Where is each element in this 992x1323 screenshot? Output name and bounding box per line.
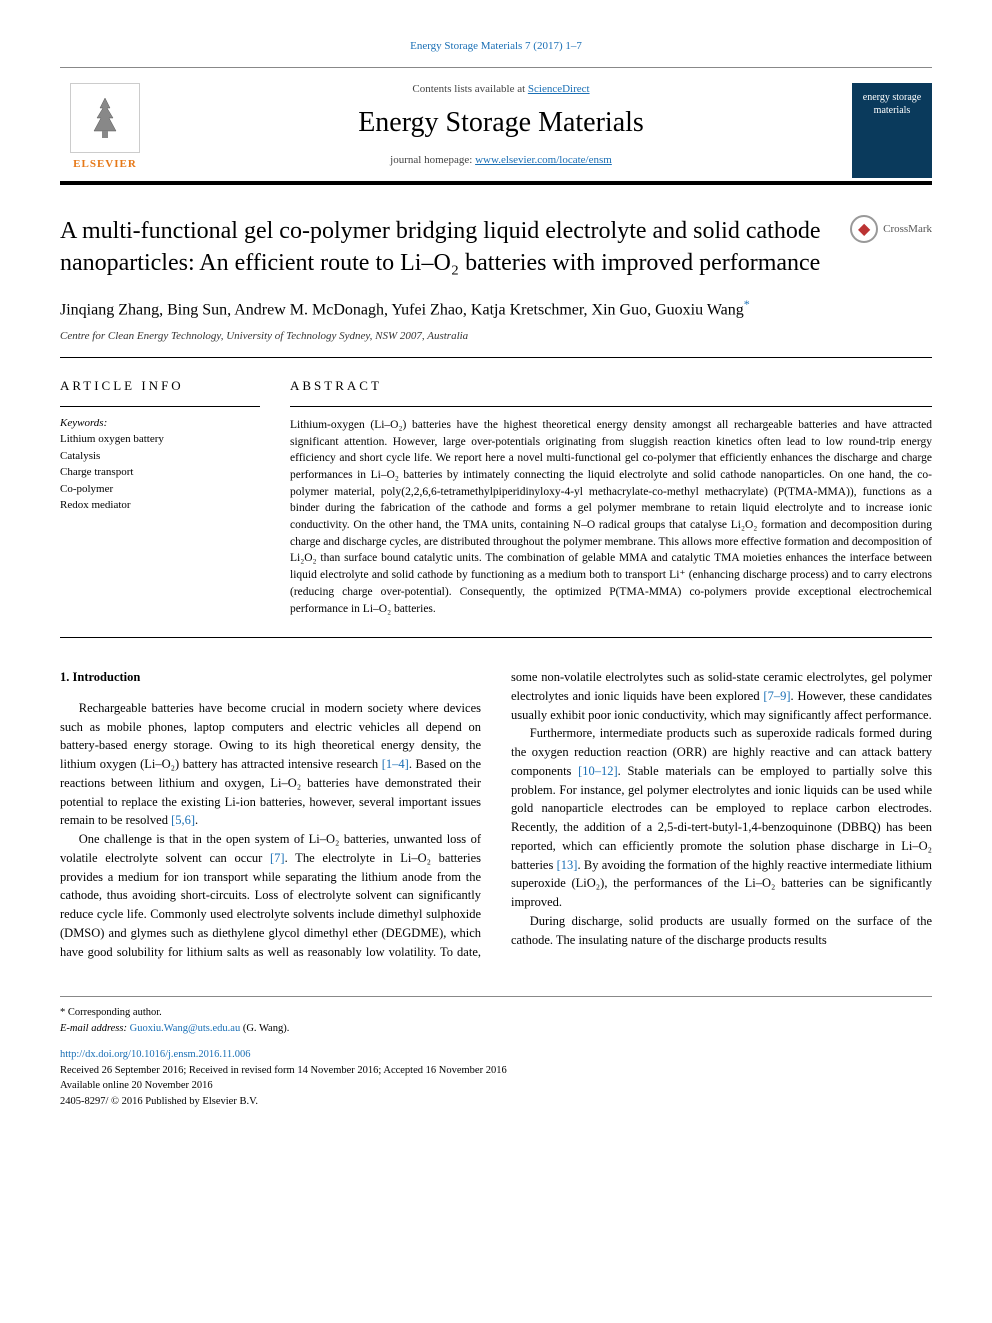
email-link[interactable]: Guoxiu.Wang@uts.edu.au: [130, 1023, 241, 1034]
corresponding-author-marker: *: [744, 297, 750, 311]
body-paragraph: During discharge, solid products are usu…: [511, 912, 932, 950]
citation-link[interactable]: [13]: [557, 858, 578, 872]
authors-names: Jinqiang Zhang, Bing Sun, Andrew M. McDo…: [60, 301, 744, 318]
journal-homepage: journal homepage: www.elsevier.com/locat…: [170, 154, 832, 166]
authors-list: Jinqiang Zhang, Bing Sun, Andrew M. McDo…: [60, 295, 932, 322]
header-citation[interactable]: Energy Storage Materials 7 (2017) 1–7: [60, 40, 932, 52]
body-paragraph: Furthermore, intermediate products such …: [511, 724, 932, 912]
body-paragraph: Rechargeable batteries have become cruci…: [60, 699, 481, 830]
contents-availability: Contents lists available at ScienceDirec…: [170, 83, 832, 95]
abstract-panel: ABSTRACT Lithium-oxygen (Li–O₂) batterie…: [290, 378, 932, 617]
abstract-text: Lithium-oxygen (Li–O₂) batteries have th…: [290, 417, 932, 617]
doi-link[interactable]: http://dx.doi.org/10.1016/j.ensm.2016.11…: [60, 1049, 250, 1060]
email-line: E-mail address: Guoxiu.Wang@uts.edu.au (…: [60, 1021, 932, 1037]
citation-link[interactable]: [5,6]: [171, 813, 195, 827]
email-person: (G. Wang).: [240, 1023, 289, 1034]
publisher-logo-box: ELSEVIER: [60, 83, 150, 170]
copyright-line: 2405-8297/ © 2016 Published by Elsevier …: [60, 1094, 932, 1110]
keywords-list: Lithium oxygen battery Catalysis Charge …: [60, 431, 260, 514]
divider: [290, 406, 932, 407]
citation-link[interactable]: [7]: [270, 851, 285, 865]
received-dates: Received 26 September 2016; Received in …: [60, 1063, 932, 1079]
elsevier-tree-icon: [70, 83, 140, 153]
affiliation: Centre for Clean Energy Technology, Univ…: [60, 330, 932, 342]
citation-link[interactable]: [7–9]: [763, 689, 790, 703]
keywords-label: Keywords:: [60, 417, 260, 429]
citation-link[interactable]: [10–12]: [578, 764, 618, 778]
keyword-item: Catalysis: [60, 448, 260, 465]
email-label: E-mail address:: [60, 1023, 130, 1034]
article-info-heading: ARTICLE INFO: [60, 378, 260, 394]
journal-header: ELSEVIER Contents lists available at Sci…: [60, 67, 932, 185]
contents-prefix: Contents lists available at: [412, 83, 527, 95]
homepage-prefix: journal homepage:: [390, 154, 475, 166]
divider: [60, 406, 260, 407]
journal-title: Energy Storage Materials: [170, 107, 832, 139]
crossmark-icon: ◆: [850, 215, 878, 243]
keyword-item: Charge transport: [60, 464, 260, 481]
sciencedirect-link[interactable]: ScienceDirect: [528, 83, 590, 95]
abstract-heading: ABSTRACT: [290, 378, 932, 394]
available-online: Available online 20 November 2016: [60, 1078, 932, 1094]
homepage-link[interactable]: www.elsevier.com/locate/ensm: [475, 154, 612, 166]
crossmark-label: CrossMark: [883, 223, 932, 235]
article-info-panel: ARTICLE INFO Keywords: Lithium oxygen ba…: [60, 378, 260, 617]
section-heading: 1. Introduction: [60, 668, 481, 687]
divider: [60, 357, 932, 358]
keyword-item: Redox mediator: [60, 497, 260, 514]
corresponding-author-note: * Corresponding author.: [60, 1005, 932, 1021]
keyword-item: Co-polymer: [60, 481, 260, 498]
publisher-name: ELSEVIER: [73, 158, 137, 170]
body-text: 1. Introduction Rechargeable batteries h…: [60, 668, 932, 961]
section-divider: [60, 637, 932, 638]
crossmark-badge[interactable]: ◆ CrossMark: [850, 215, 932, 243]
journal-cover-thumbnail: energy storage materials: [852, 83, 932, 178]
keyword-item: Lithium oxygen battery: [60, 431, 260, 448]
citation-link[interactable]: [1–4]: [382, 757, 409, 771]
article-title: A multi-functional gel co-polymer bridgi…: [60, 215, 850, 280]
article-footer: * Corresponding author. E-mail address: …: [60, 996, 932, 1110]
